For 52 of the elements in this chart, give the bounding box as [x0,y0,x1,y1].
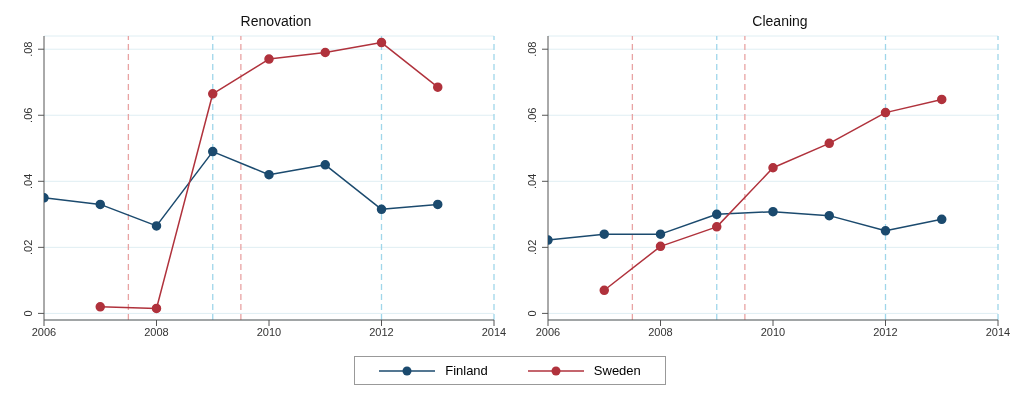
y-tick-label: .08 [526,41,538,57]
y-tick-label: .02 [526,239,538,255]
point [376,204,387,215]
point [768,163,778,173]
point [712,222,722,232]
point [655,241,666,252]
point [95,199,105,210]
point [433,82,443,92]
point [937,94,947,105]
point [208,89,218,99]
point [880,226,891,236]
point [824,210,834,221]
x-tick-label: 2010 [760,325,786,338]
point [264,54,274,64]
x-tick-label: 2012 [369,325,394,338]
point [599,229,609,239]
y-tick-label: .06 [526,107,538,123]
point [433,199,443,210]
legend-label: Finland [445,363,488,378]
x-tick-label: 2006 [31,325,57,338]
x-tick-label: 2008 [648,325,673,338]
point [937,214,947,225]
point [320,160,330,170]
y-tick-label: .08 [22,41,34,57]
point [599,285,609,296]
point [151,221,162,231]
point [768,206,778,217]
legend-label: Sweden [593,363,641,378]
point [712,209,722,220]
x-tick-label: 2006 [535,325,561,338]
point [208,146,218,157]
x-tick-label: 2008 [144,325,169,338]
x-tick-label: 2014 [481,325,507,338]
point [655,229,666,239]
x-tick-label: 2012 [873,325,898,338]
point [264,169,274,180]
chart-title: Cleaning [752,13,808,29]
y-tick-label: .04 [22,173,34,189]
y-tick-label: 0 [526,310,538,317]
point [376,37,387,48]
y-tick-label: .06 [22,107,34,123]
x-tick-label: 2014 [985,325,1011,338]
point [880,107,891,118]
point [95,302,105,312]
point [151,303,162,314]
point [824,138,834,149]
chart-title: Renovation [240,13,312,29]
point [320,47,330,58]
x-tick-label: 2010 [256,325,282,338]
y-tick-label: .04 [526,173,538,189]
y-tick-label: 0 [22,310,34,317]
y-tick-label: .02 [22,239,34,255]
